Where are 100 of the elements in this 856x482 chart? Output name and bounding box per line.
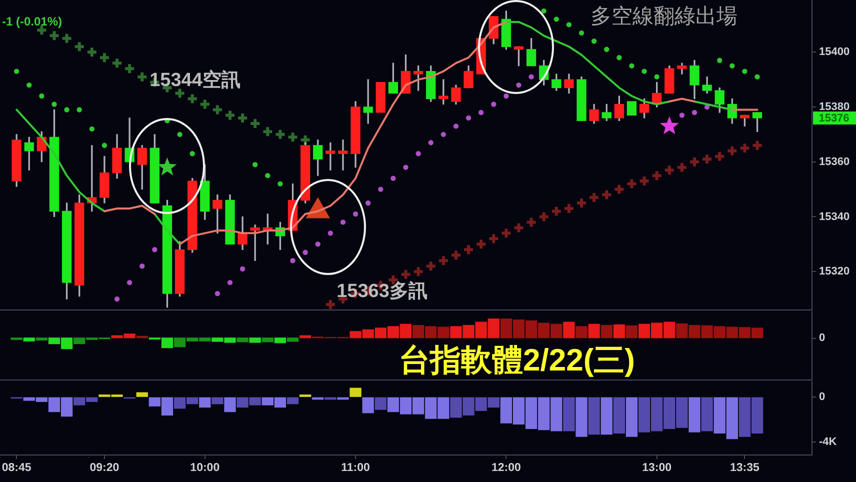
bar [249,338,261,343]
y-tick-label: 15320 [819,266,850,278]
point [76,107,82,112]
point [412,266,424,278]
point [714,150,726,162]
point [124,62,136,75]
point [252,162,258,168]
bar [274,338,286,344]
bar [688,397,700,432]
point [742,68,748,74]
point [424,260,437,272]
point [265,172,270,178]
point [102,142,108,148]
point [504,93,509,99]
bar [212,397,224,404]
bar [600,397,612,435]
point [174,87,186,100]
point [488,232,500,245]
point [403,164,408,170]
point [198,98,211,110]
point [400,268,412,280]
point [450,249,462,262]
y-tick-label: 15360 [819,156,850,168]
point [158,157,177,176]
bar [588,397,600,435]
point [328,230,334,236]
point [352,211,358,217]
point [525,216,538,228]
point [211,104,224,116]
point [86,46,98,58]
point [566,22,572,28]
point [64,107,70,112]
point [730,63,735,68]
point [177,132,182,138]
bar [600,324,612,338]
point [60,32,73,44]
bar [588,324,600,338]
point [140,264,145,269]
point [600,188,613,201]
candlestick [626,101,637,116]
annotation: 多空線翻綠出場 [590,4,738,28]
point [126,280,132,286]
point [626,178,638,190]
point [629,63,634,68]
point [538,210,550,223]
point [437,254,450,267]
y-tick-label: 15400 [819,46,850,58]
bar [576,326,588,338]
annotation: 台指軟體2/22(三) [399,342,635,378]
point [478,110,484,116]
point [98,52,110,64]
point [500,227,512,240]
point [89,126,94,132]
bar [236,338,248,342]
point [650,170,663,182]
point [324,298,336,310]
point [378,186,384,192]
point [604,46,610,52]
point [491,102,496,107]
bar [199,397,211,408]
point [416,151,421,156]
point [227,280,233,286]
point [466,115,472,121]
point [240,266,246,272]
bar [563,397,575,432]
point [726,144,738,157]
point [278,181,283,186]
point [302,250,308,255]
point [512,222,525,234]
bar [350,388,362,397]
point [14,68,20,74]
annotation: -1 (-0.01%) [2,14,62,28]
point [516,82,522,88]
point [679,112,685,118]
point [541,8,546,14]
point [660,116,679,134]
point [692,110,698,116]
point [754,74,760,80]
point [48,30,60,42]
bar [626,325,638,338]
point [738,142,751,154]
point [190,151,195,156]
point [528,74,534,80]
x-tick-label: 13:00 [642,462,672,474]
point [315,242,320,247]
point [591,38,597,44]
x-tick-label: 11:00 [341,462,370,474]
point [554,16,559,22]
point [365,200,371,206]
point [676,161,688,174]
bar [136,392,148,397]
point [613,183,626,196]
annotation: 15376 [818,112,850,124]
point [663,164,676,176]
point [751,139,764,152]
y-tick-label: 0 [819,391,826,404]
x-tick-label: 12:00 [491,462,521,474]
bar [626,397,638,437]
point [152,247,158,252]
point [114,296,120,302]
